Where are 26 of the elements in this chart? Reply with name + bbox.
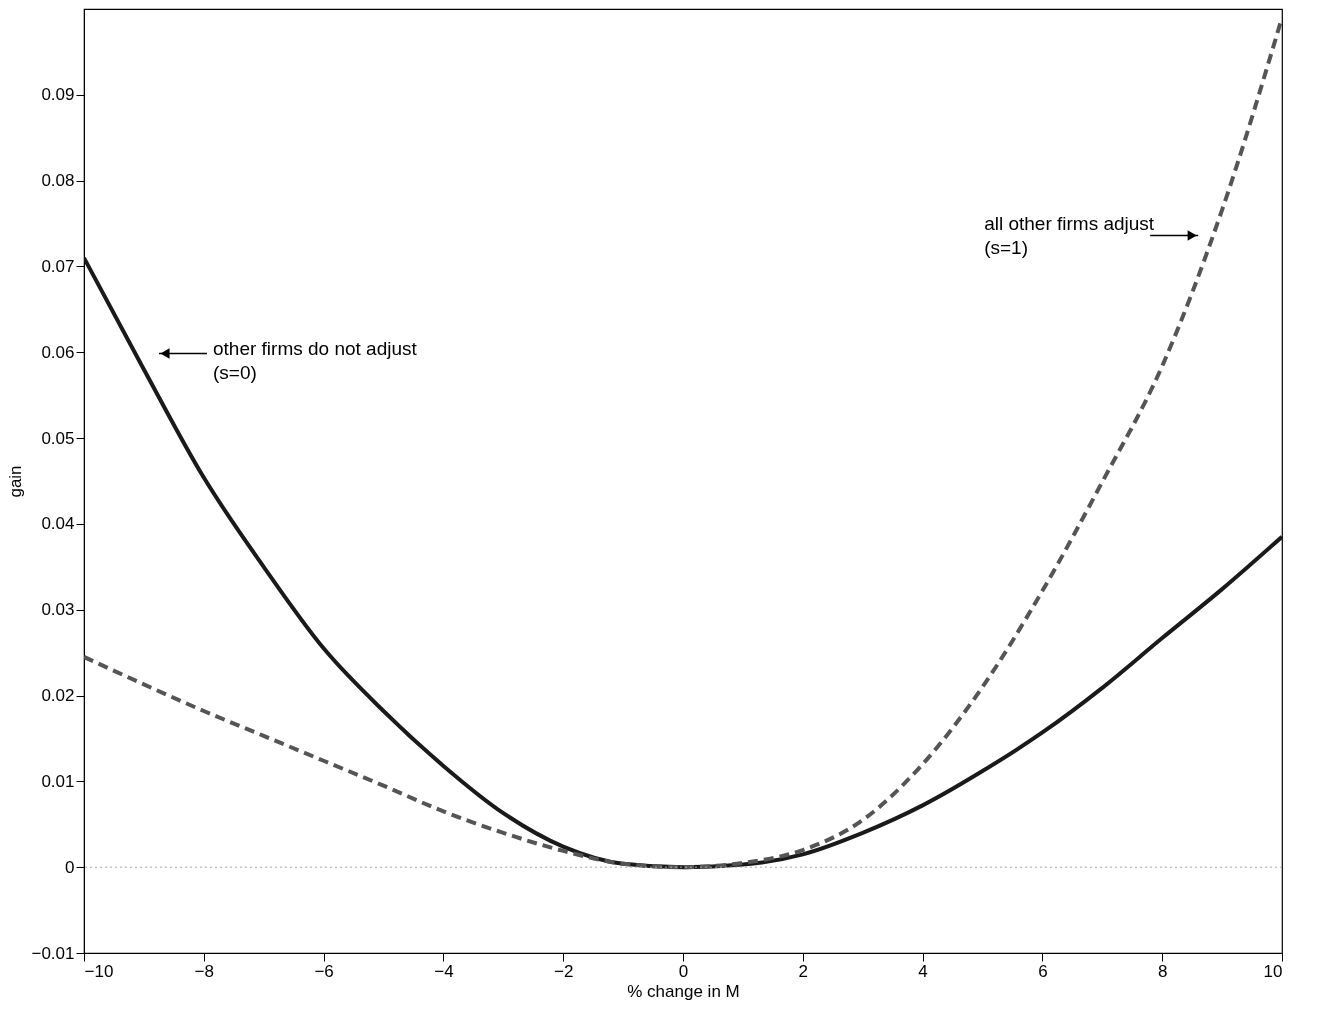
- y-tick-label: 0.07: [41, 256, 75, 276]
- y-tick-label: 0.04: [41, 514, 75, 534]
- x-tick-label: 6: [1038, 961, 1048, 981]
- x-tick-label: 8: [1157, 961, 1168, 981]
- y-tick-label: 0.06: [41, 342, 75, 362]
- y-tick-label: 0.01: [41, 771, 75, 791]
- x-tick-label: 10: [1263, 961, 1283, 981]
- y-tick-label: 0.03: [41, 600, 75, 620]
- x-axis-title: % change in M: [627, 981, 740, 1001]
- x-tick-label: 2: [798, 961, 809, 981]
- y-tick-label: −0.01: [31, 943, 75, 963]
- x-tick-label: −6: [314, 961, 334, 981]
- x-tick-label: −2: [554, 961, 574, 981]
- annotation: all other firms adjust (s=1): [984, 212, 1155, 258]
- y-axis-title: gain: [6, 465, 26, 498]
- y-tick-label: 0.02: [41, 686, 75, 706]
- x-tick-label: −10: [84, 961, 114, 981]
- x-tick-label: −8: [194, 961, 214, 981]
- y-tick-label: 0.08: [41, 171, 75, 191]
- x-tick-label: 4: [918, 961, 928, 981]
- y-tick-label: 0: [65, 857, 75, 877]
- y-tick-label: 0.09: [41, 85, 75, 105]
- y-tick-label: 0.05: [41, 428, 75, 448]
- x-tick-label: −4: [434, 961, 454, 981]
- annotation: other firms do not adjust (s=0): [212, 337, 418, 383]
- x-tick-label: 0: [678, 961, 689, 981]
